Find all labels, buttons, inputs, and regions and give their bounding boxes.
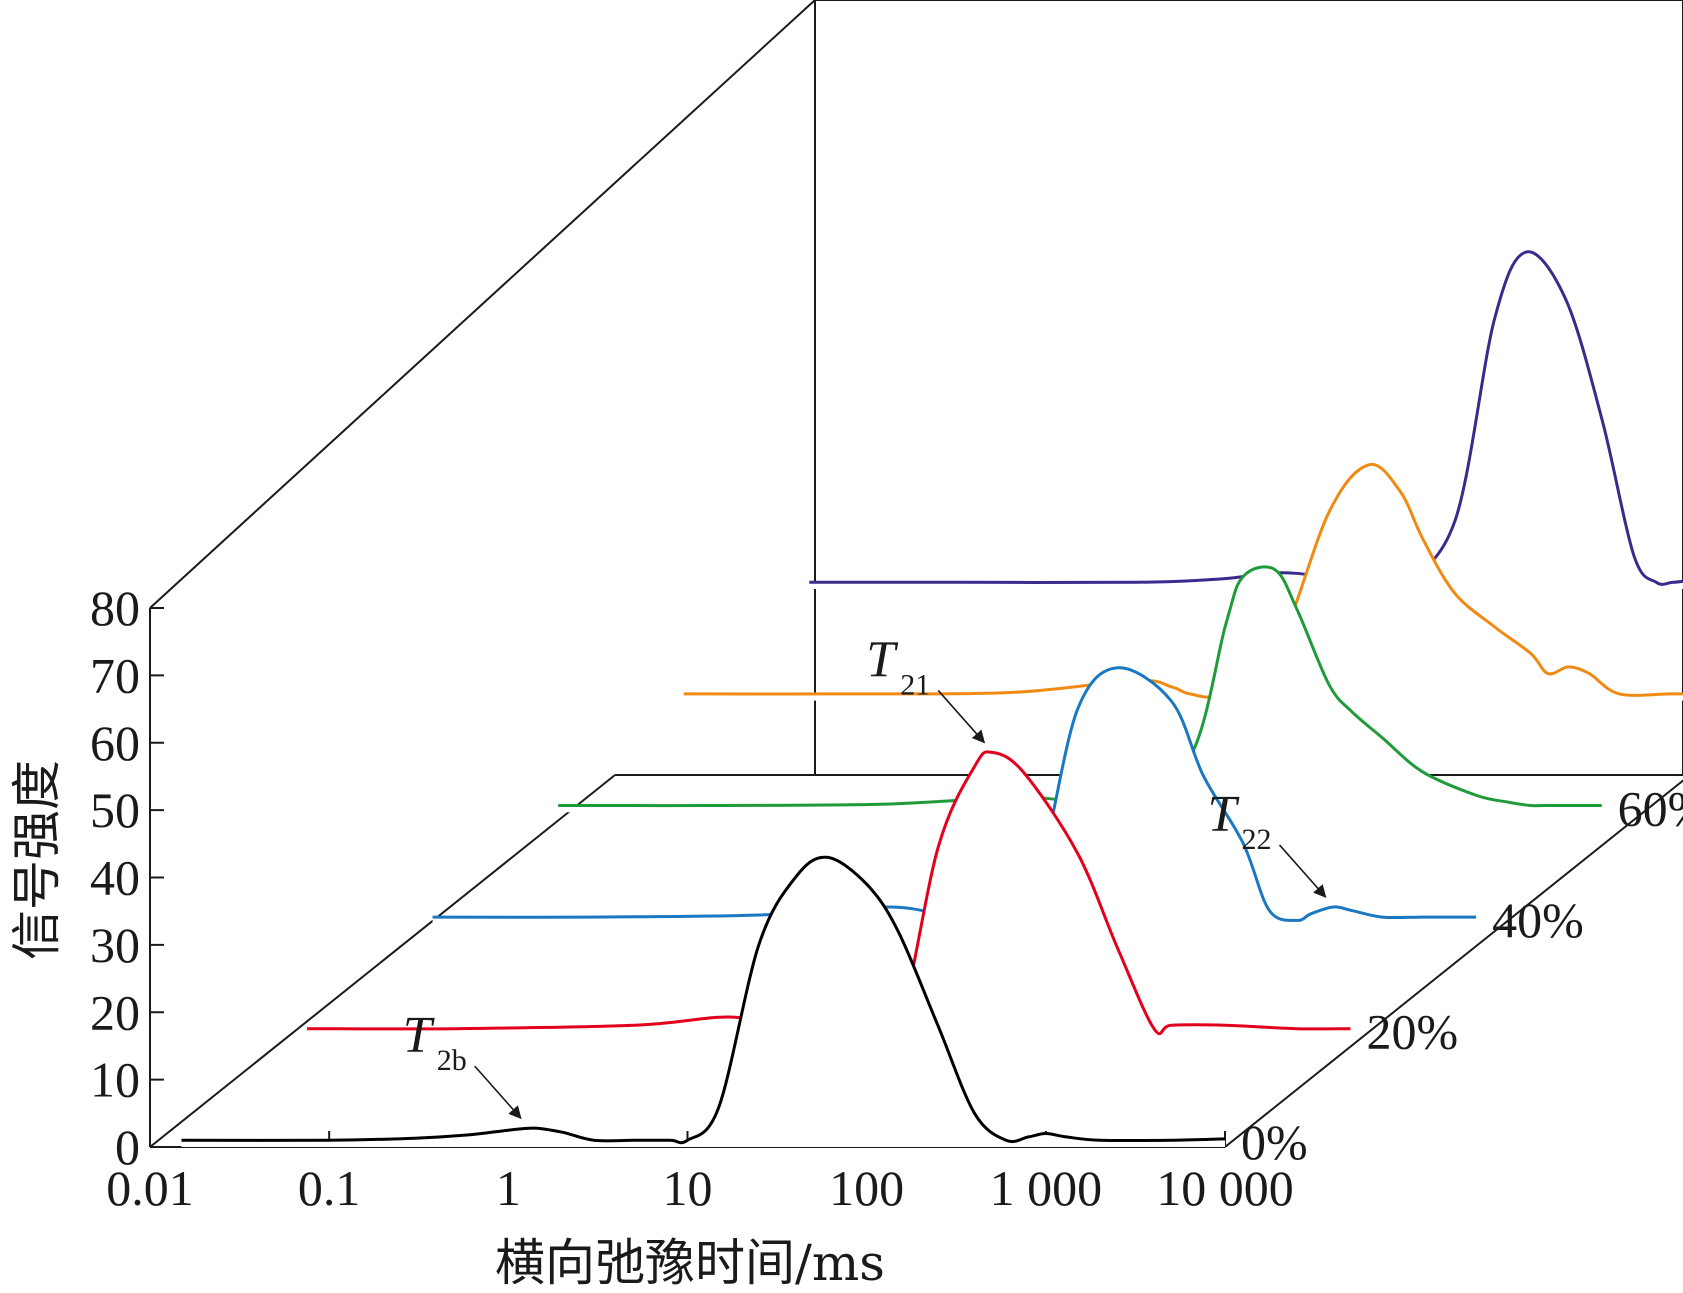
y-tick-label-80: 80 — [90, 580, 140, 636]
y-tick-label-70: 70 — [90, 647, 140, 703]
y-tick-label-10: 10 — [90, 1052, 140, 1108]
annotation-1-sub: 21 — [900, 668, 930, 701]
depth-label-40: 40% — [1492, 892, 1584, 948]
annotations: T 2bT 21T 22 — [403, 631, 1327, 1120]
y-axis: 0 10 20 30 40 50 60 70 80 — [90, 580, 164, 1175]
x-axis-title: 横向弛豫时间/ms — [495, 1234, 885, 1292]
annotation-2-arrow — [1278, 844, 1327, 898]
y-tick-label-20: 20 — [90, 984, 140, 1040]
x-tick-label-10-000: 10 000 — [1156, 1160, 1294, 1216]
series-line-80 — [683, 462, 1683, 699]
annotation-0-main: T — [403, 1007, 435, 1064]
annotation-1-arrow — [937, 689, 986, 744]
x-tick-label-1: 1 — [496, 1160, 521, 1216]
x-tick-label-100: 100 — [829, 1160, 904, 1216]
series-mask-60 — [558, 566, 1602, 813]
annotation-0-arrow — [474, 1065, 522, 1120]
annotation-1-main: T — [866, 631, 898, 688]
y-axis-title: 信号强度 — [8, 760, 66, 960]
x-tick-label-0-01: 0.01 — [106, 1160, 194, 1216]
series-line-0 — [181, 855, 1226, 1145]
depth-label-20: 20% — [1367, 1004, 1459, 1060]
x-tick-label-1-000: 1 000 — [990, 1160, 1103, 1216]
x-axis: 0.01 0.1 1 10 100 1 000 10 000 — [106, 1131, 1294, 1216]
depth-labels: 0%20%40%60%80%100% — [1241, 780, 1683, 1170]
y-tick-label-30: 30 — [90, 917, 140, 973]
left-top-edge — [149, 0, 816, 609]
y-tick-label-0: 0 — [115, 1119, 140, 1175]
floor-right-edge — [1224, 779, 1683, 1148]
series-mask-80 — [683, 464, 1683, 701]
x-tick-label-10: 10 — [663, 1160, 713, 1216]
annotation-2-sub: 22 — [1242, 823, 1272, 856]
y-tick-label-50: 50 — [90, 782, 140, 838]
floor-left-edge — [149, 774, 616, 1148]
series-line-60 — [558, 565, 1602, 810]
annotation-2-main: T — [1208, 786, 1240, 843]
y-tick-label-60: 60 — [90, 715, 140, 771]
series-mask-40 — [432, 667, 1477, 924]
x-tick-label-0-1: 0.1 — [298, 1160, 361, 1216]
depth-label-60: 60% — [1618, 780, 1683, 836]
series-mask-20 — [307, 751, 1351, 1042]
depth-label-0: 0% — [1241, 1114, 1308, 1170]
y-tick-label-40: 40 — [90, 850, 140, 906]
series-mask-100 — [809, 251, 1683, 589]
annotation-0-sub: 2b — [437, 1044, 467, 1077]
series-line-100 — [809, 250, 1683, 589]
series-group — [181, 250, 1683, 1147]
